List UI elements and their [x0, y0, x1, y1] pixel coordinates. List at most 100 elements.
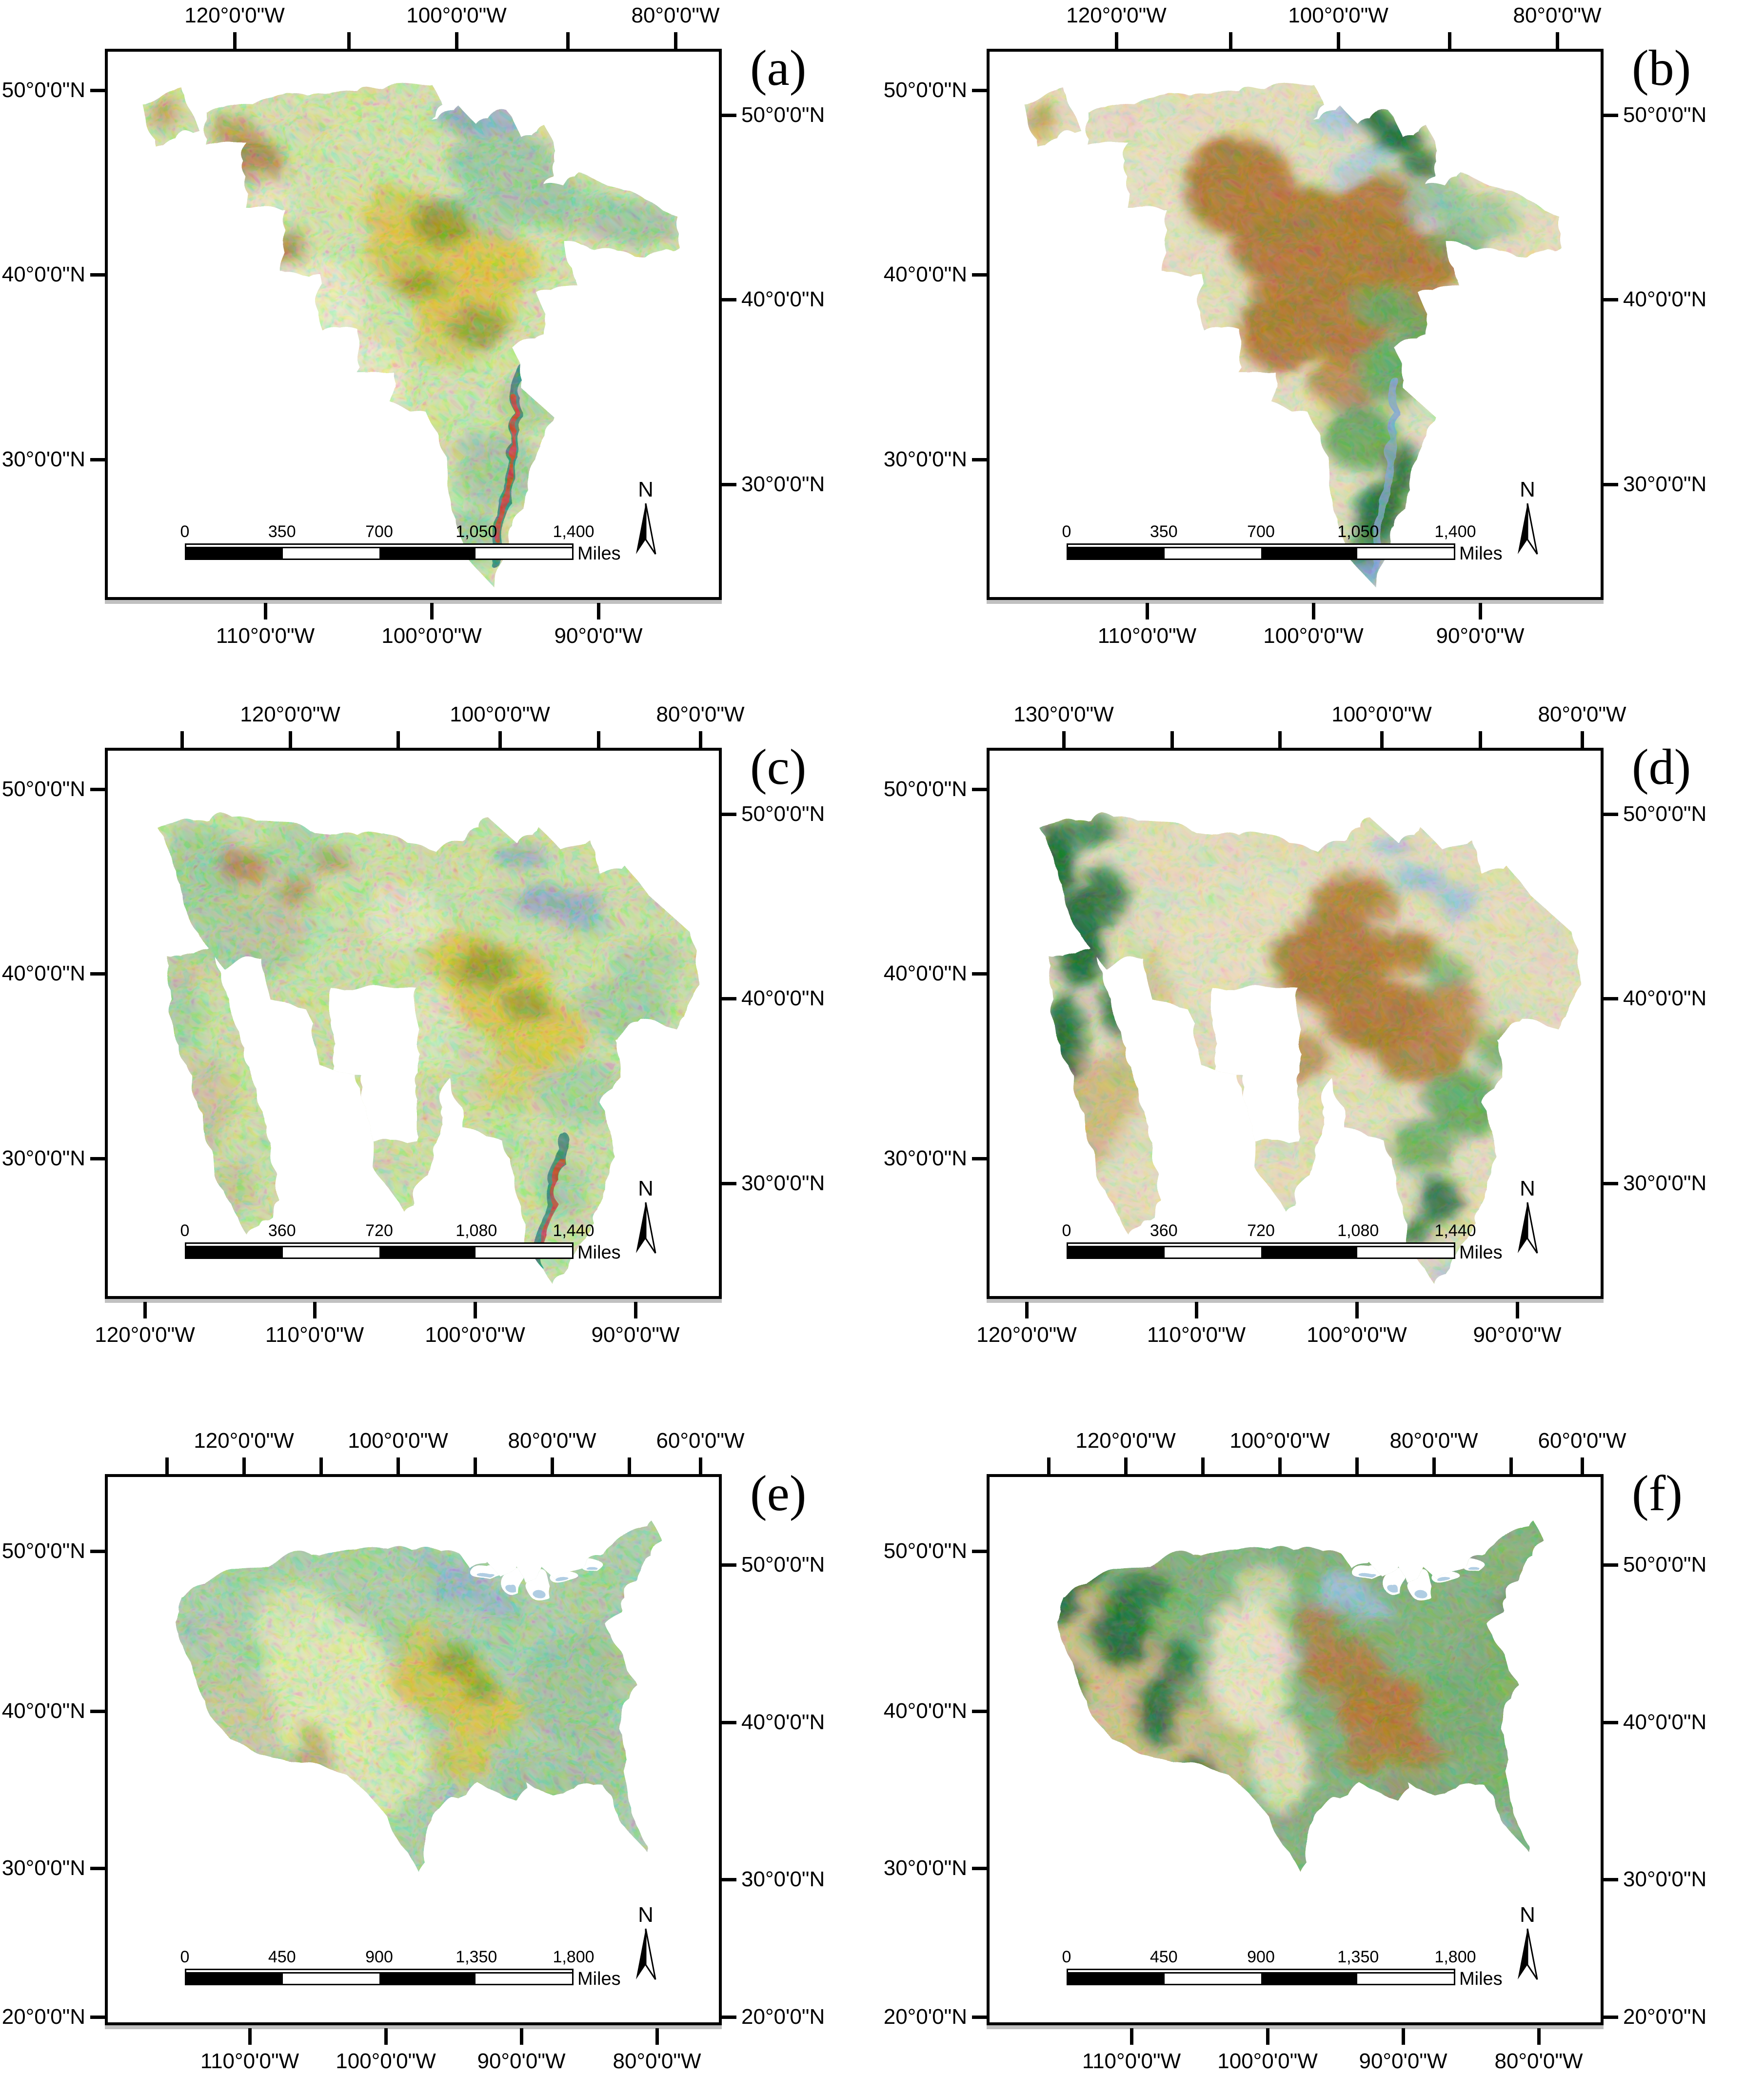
- right-axis-label: 40°0'0"N: [1623, 287, 1707, 311]
- scale-number: 1,440: [553, 1221, 595, 1240]
- scale-number: 1,050: [456, 522, 497, 541]
- scale-bar-upper-strip: [1067, 1242, 1455, 1247]
- bottom-axis-label: 80°0'0"W: [1494, 2049, 1583, 2073]
- left-tick: [90, 1550, 105, 1553]
- top-axis-label: 100°0'0"W: [348, 1429, 448, 1453]
- right-axis-label: 50°0'0"N: [1623, 103, 1707, 127]
- scale-bar-upper-strip: [185, 543, 574, 548]
- right-tick: [1604, 1182, 1618, 1185]
- bottom-axis-label: 110°0'0"W: [1082, 2049, 1181, 2073]
- bottom-axis-label: 100°0'0"W: [1217, 2049, 1318, 2073]
- bottom-axis-label: 90°0'0"W: [1473, 1323, 1562, 1347]
- bottom-tick: [1355, 1302, 1359, 1318]
- bottom-tick: [1312, 603, 1315, 619]
- panel-letter-f: (f): [1632, 1465, 1683, 1521]
- right-tick: [1604, 1563, 1618, 1567]
- north-arrow-icon: N: [1508, 1903, 1547, 1986]
- scale-bar-segment: [476, 548, 572, 559]
- bottom-tick: [384, 2028, 388, 2045]
- left-tick: [90, 2016, 105, 2019]
- scale-bar: 0 450 900 1,350 1,800 Miles: [180, 1947, 621, 1989]
- left-axis-label: 40°0'0"N: [883, 1699, 967, 1723]
- scale-number: 360: [268, 1221, 296, 1240]
- right-tick: [1604, 1721, 1618, 1724]
- top-tick: [165, 1457, 169, 1474]
- top-tick: [1448, 32, 1451, 49]
- scale-number: 1,350: [1337, 1948, 1379, 1966]
- scale-number: 450: [1150, 1948, 1178, 1966]
- top-tick: [1201, 1457, 1205, 1474]
- scale-bar-numbers: 0 350 700 1,050 1,400: [180, 522, 595, 543]
- panel-d: 130°0'0"W 100°0'0"W 80°0'0"W 120°0'0"W 110°0…: [882, 692, 1764, 1384]
- scale-bar-numbers: 0 450 900 1,350 1,800: [180, 1947, 595, 1969]
- bottom-axis-label: 90°0'0"W: [1436, 624, 1525, 648]
- scale-bar-segment: [186, 1974, 283, 1984]
- top-tick: [1062, 731, 1066, 748]
- top-axis-label: 100°0'0"W: [406, 3, 507, 27]
- scale-number: 700: [365, 522, 393, 541]
- right-axis-label: 50°0'0"N: [741, 103, 825, 127]
- scale-number: 0: [1062, 1221, 1071, 1240]
- scale-bar-segment: [379, 1974, 476, 1984]
- bottom-axis-label: 90°0'0"W: [554, 624, 643, 648]
- right-tick: [1604, 997, 1618, 1000]
- right-tick: [722, 1878, 736, 1881]
- bottom-tick: [1025, 1302, 1029, 1318]
- left-axis-label: 40°0'0"N: [1, 961, 85, 985]
- right-axis-label: 40°0'0"N: [741, 986, 825, 1010]
- right-tick: [1604, 813, 1618, 816]
- left-axis-label: 30°0'0"N: [1, 1856, 85, 1880]
- scale-bar-upper-strip: [1067, 1969, 1455, 1974]
- bottom-tick: [1516, 1302, 1519, 1318]
- left-axis-label: 50°0'0"N: [883, 1539, 967, 1563]
- scale-bar-segment: [1261, 548, 1358, 559]
- panel-letter-d: (d): [1632, 739, 1691, 795]
- right-axis-label: 30°0'0"N: [741, 1867, 825, 1891]
- top-tick: [233, 32, 237, 49]
- right-axis-label: 30°0'0"N: [1623, 1171, 1707, 1195]
- bottom-axis-label: 120°0'0"W: [95, 1323, 195, 1347]
- left-axis-label: 40°0'0"N: [883, 961, 967, 985]
- scale-bar-numbers: 0 450 900 1,350 1,800: [1062, 1947, 1476, 1969]
- map-frame-a: [105, 49, 722, 600]
- top-tick: [319, 1457, 323, 1474]
- top-tick: [699, 1457, 702, 1474]
- panel-c: 120°0'0"W 100°0'0"W 80°0'0"W 120°0'0"W 110°0…: [0, 692, 882, 1384]
- scale-bar-segment: [379, 548, 476, 559]
- top-axis-label: 120°0'0"W: [184, 3, 285, 27]
- scale-bar-segment: [1164, 548, 1261, 559]
- left-axis-label: 20°0'0"N: [883, 2005, 967, 2029]
- left-tick: [90, 1867, 105, 1870]
- left-tick: [90, 273, 105, 277]
- top-axis-label: 120°0'0"W: [1066, 3, 1167, 27]
- panel-b: 120°0'0"W 100°0'0"W 80°0'0"W 110°0'0"W 100°0…: [882, 0, 1764, 692]
- right-axis-label: 30°0'0"N: [741, 472, 825, 496]
- top-tick: [1355, 1457, 1359, 1474]
- scale-bar-segments: [185, 548, 574, 560]
- scale-number: 1,350: [456, 1948, 497, 1966]
- land-cover-map-a: [108, 52, 719, 597]
- left-axis-label: 30°0'0"N: [1, 447, 85, 471]
- left-tick: [972, 1550, 987, 1553]
- top-tick: [1432, 1457, 1436, 1474]
- top-tick: [1479, 731, 1482, 748]
- left-axis-label: 30°0'0"N: [883, 1856, 967, 1880]
- scale-bar-segment: [476, 1247, 572, 1258]
- right-axis-label: 30°0'0"N: [1623, 472, 1707, 496]
- scale-unit-label: Miles: [577, 1242, 621, 1263]
- scale-bar: 0 450 900 1,350 1,800 Miles: [1062, 1947, 1503, 1989]
- left-tick: [972, 2016, 987, 2019]
- left-axis-label: 30°0'0"N: [883, 1146, 967, 1170]
- scale-number: 0: [180, 522, 190, 541]
- left-tick: [90, 1710, 105, 1713]
- bottom-tick: [1402, 2028, 1405, 2045]
- scale-bar-segment: [1357, 1247, 1454, 1258]
- north-arrow-icon: N: [1508, 478, 1547, 561]
- scale-bar-segment: [1357, 1974, 1454, 1984]
- svg-text:N: N: [638, 478, 654, 501]
- bottom-axis-label: 100°0'0"W: [1307, 1323, 1407, 1347]
- scale-number: 1,400: [1434, 522, 1476, 541]
- scale-number: 350: [268, 522, 296, 541]
- scale-bar-segment: [1164, 1974, 1261, 1984]
